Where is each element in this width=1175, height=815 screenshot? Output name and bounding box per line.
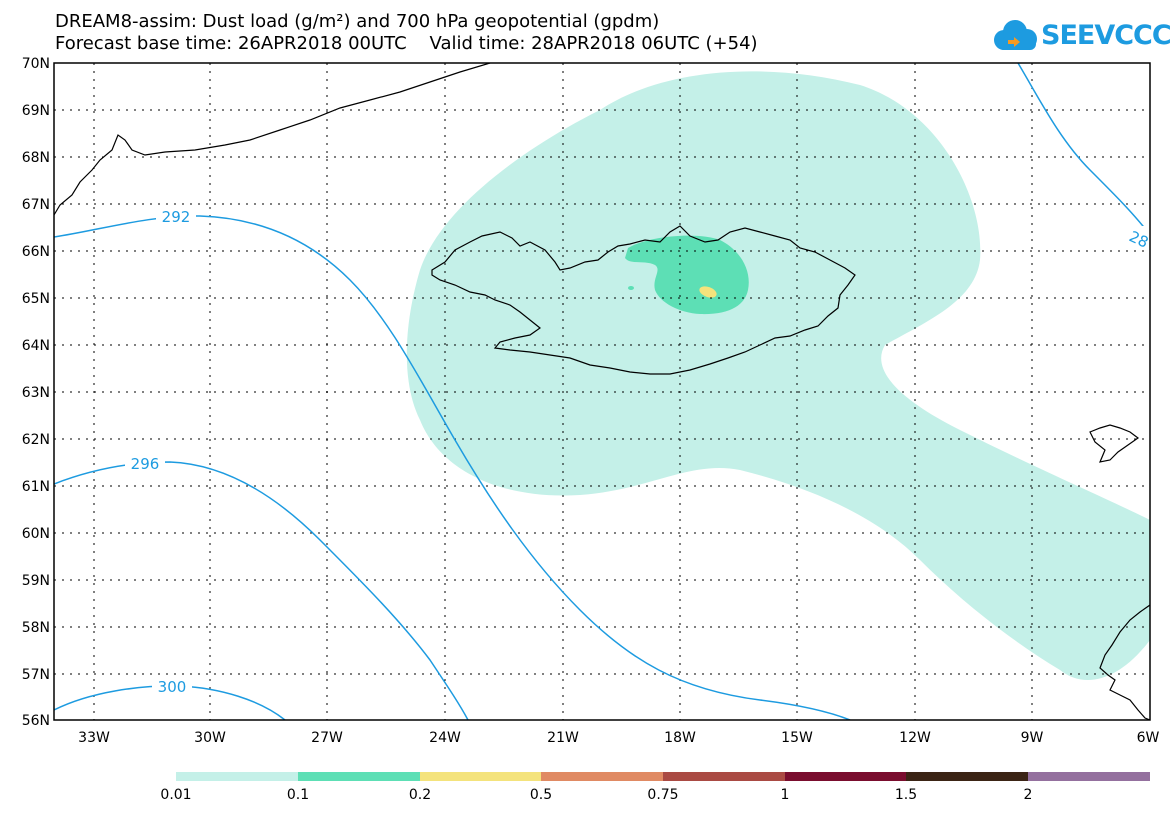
title-line-2: Forecast base time: 26APR2018 00UTC Vali… [55,33,758,54]
coastlines [54,63,1150,720]
colorbar-label-0: 0.01 [160,787,191,803]
lon-label-18w: 18W [664,730,696,746]
iceland-coast [431,225,856,375]
contour-label-292: 292 [162,208,191,226]
lat-label-61n: 61N [22,479,50,495]
lon-label-30w: 30W [194,730,226,746]
contour-296 [54,461,469,720]
colorbar-swatch-4 [663,772,785,781]
colorbar-label-1: 0.1 [287,787,309,803]
lat-label-56n: 56N [22,713,50,729]
lat-label-65n: 65N [22,291,50,307]
lat-label-59n: 59N [22,573,50,589]
lat-label-67n: 67N [22,197,50,213]
lat-label-68n: 68N [22,150,50,166]
title-line-1: DREAM8-assim: Dust load (g/m²) and 700 h… [55,11,660,32]
lon-label-24w: 24W [429,730,461,746]
colorbar: 0.01 0.1 0.2 0.5 0.75 1 1.5 2 [160,772,1150,803]
greenland-coast [54,63,491,216]
colorbar-swatch-5 [785,772,906,781]
lat-label-62n: 62N [22,432,50,448]
colorbar-swatch-1 [298,772,420,781]
lat-label-63n: 63N [22,385,50,401]
lat-label-64n: 64N [22,338,50,354]
lon-label-33w: 33W [78,730,110,746]
lat-label-57n: 57N [22,667,50,683]
lon-label-15w: 15W [781,730,813,746]
dust-region-0.2 [699,286,717,298]
seevccc-logo [994,20,1037,50]
lon-label-9w: 9W [1021,730,1044,746]
colorbar-swatch-7 [1028,772,1150,781]
lon-axis: 33W 30W 27W 24W 21W 18W 15W 12W 9W 6W [78,730,1159,746]
colorbar-label-5: 1 [781,787,790,803]
lon-label-27w: 27W [311,730,343,746]
plot-frame [53,62,1151,721]
lat-label-60n: 60N [22,526,50,542]
graticule [54,63,1150,720]
lat-label-66n: 66N [22,244,50,260]
dust-speck [628,286,634,290]
faroe-coast [1089,424,1140,463]
cloud-icon [994,20,1037,50]
scotland-coast [1099,604,1150,720]
colorbar-label-4: 0.75 [647,787,678,803]
colorbar-label-7: 2 [1024,787,1033,803]
contour-label-296: 296 [131,455,160,473]
contour-label-300: 300 [158,678,187,696]
contour-288 [1017,63,1150,236]
colorbar-label-3: 0.5 [530,787,552,803]
lat-label-58n: 58N [22,620,50,636]
colorbar-label-2: 0.2 [409,787,431,803]
logo-text: SEEVCCC [1041,20,1172,51]
dust-region-0.01 [406,71,1150,680]
lat-axis: 70N 69N 68N 67N 66N 65N 64N 63N 62N 61N … [22,56,50,729]
lon-label-21w: 21W [547,730,579,746]
colorbar-swatch-3 [541,772,663,781]
contour-labels: 292 296 300 28 [125,208,1151,696]
lat-label-69n: 69N [22,103,50,119]
colorbar-label-6: 1.5 [895,787,917,803]
colorbar-swatch-6 [906,772,1028,781]
colorbar-swatch-2 [420,772,541,781]
geopotential-contours [54,63,1150,720]
lon-label-6w: 6W [1137,730,1160,746]
contour-292 [54,215,851,720]
dust-region-0.1 [625,235,749,315]
lat-label-70n: 70N [22,56,50,72]
lon-label-12w: 12W [899,730,931,746]
colorbar-swatch-0 [176,772,298,781]
